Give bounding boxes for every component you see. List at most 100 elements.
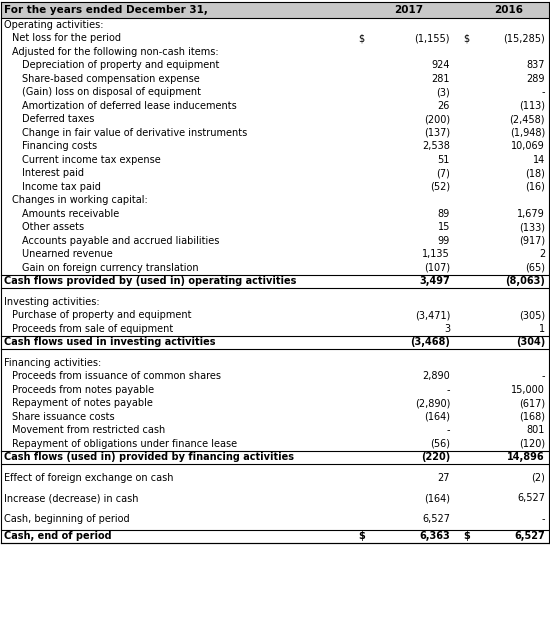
Bar: [1, 2, 549, 18]
Text: $: $: [358, 33, 364, 43]
Text: 1,135: 1,135: [422, 249, 450, 260]
Text: -: -: [542, 371, 545, 381]
Text: Amounts receivable: Amounts receivable: [22, 209, 119, 219]
Text: $: $: [463, 531, 470, 541]
Text: 51: 51: [438, 155, 450, 165]
Text: 27: 27: [437, 472, 450, 483]
Text: (113): (113): [519, 101, 545, 111]
Text: 924: 924: [432, 60, 450, 71]
Text: 2,538: 2,538: [422, 141, 450, 151]
Text: 3: 3: [444, 324, 450, 334]
Text: 99: 99: [438, 236, 450, 246]
Text: -: -: [542, 87, 545, 97]
Text: Income tax paid: Income tax paid: [22, 181, 101, 192]
Text: Movement from restricted cash: Movement from restricted cash: [12, 425, 165, 435]
Text: Proceeds from issuance of common shares: Proceeds from issuance of common shares: [12, 371, 221, 381]
Text: 89: 89: [438, 209, 450, 219]
Text: (917): (917): [519, 236, 545, 246]
Text: (Gain) loss on disposal of equipment: (Gain) loss on disposal of equipment: [22, 87, 201, 97]
Text: (3,471): (3,471): [415, 310, 450, 320]
Text: Financing activities:: Financing activities:: [4, 358, 101, 368]
Text: (56): (56): [430, 438, 450, 449]
Text: Depreciation of property and equipment: Depreciation of property and equipment: [22, 60, 219, 71]
Text: Other assets: Other assets: [22, 222, 84, 232]
Text: Changes in working capital:: Changes in working capital:: [12, 195, 148, 205]
Text: Financing costs: Financing costs: [22, 141, 97, 151]
Text: 837: 837: [526, 60, 545, 71]
Text: 3,497: 3,497: [419, 276, 450, 286]
Text: 2017: 2017: [394, 5, 424, 15]
Text: Repayment of notes payable: Repayment of notes payable: [12, 398, 153, 408]
Text: Share issuance costs: Share issuance costs: [12, 412, 114, 421]
Text: Operating activities:: Operating activities:: [4, 20, 103, 30]
Text: Repayment of obligations under finance lease: Repayment of obligations under finance l…: [12, 438, 237, 449]
Text: (120): (120): [519, 438, 545, 449]
Text: Amortization of deferred lease inducements: Amortization of deferred lease inducemen…: [22, 101, 236, 111]
Text: 801: 801: [527, 425, 545, 435]
Text: (3): (3): [436, 87, 450, 97]
Text: 26: 26: [438, 101, 450, 111]
Text: (107): (107): [424, 263, 450, 273]
Text: (15,285): (15,285): [503, 33, 545, 43]
Text: Accounts payable and accrued liabilities: Accounts payable and accrued liabilities: [22, 236, 219, 246]
Text: Gain on foreign currency translation: Gain on foreign currency translation: [22, 263, 199, 273]
Text: Interest paid: Interest paid: [22, 168, 84, 178]
Text: 2: 2: [539, 249, 545, 260]
Text: 1: 1: [539, 324, 545, 334]
Text: 1,679: 1,679: [517, 209, 545, 219]
Text: Proceeds from sale of equipment: Proceeds from sale of equipment: [12, 324, 173, 334]
Text: (18): (18): [525, 168, 545, 178]
Text: Current income tax expense: Current income tax expense: [22, 155, 161, 165]
Text: Cash flows provided by (used in) operating activities: Cash flows provided by (used in) operati…: [4, 276, 296, 286]
Text: (2,458): (2,458): [509, 114, 545, 124]
Text: $: $: [463, 33, 469, 43]
Text: -: -: [542, 513, 545, 524]
Text: Cash, end of period: Cash, end of period: [4, 531, 112, 541]
Text: Unearned revenue: Unearned revenue: [22, 249, 113, 260]
Text: Deferred taxes: Deferred taxes: [22, 114, 95, 124]
Text: 281: 281: [432, 74, 450, 84]
Text: Purchase of property and equipment: Purchase of property and equipment: [12, 310, 191, 320]
Text: 6,527: 6,527: [514, 531, 545, 541]
Text: (8,063): (8,063): [505, 276, 545, 286]
Text: Proceeds from notes payable: Proceeds from notes payable: [12, 385, 154, 395]
Text: (2): (2): [531, 472, 545, 483]
Text: (3,468): (3,468): [410, 337, 450, 347]
Text: -: -: [447, 425, 450, 435]
Text: 14: 14: [533, 155, 545, 165]
Text: (7): (7): [436, 168, 450, 178]
Text: Cash flows (used in) provided by financing activities: Cash flows (used in) provided by financi…: [4, 452, 294, 462]
Text: 15: 15: [438, 222, 450, 232]
Text: (2,890): (2,890): [415, 398, 450, 408]
Text: Net loss for the period: Net loss for the period: [12, 33, 121, 43]
Text: Effect of foreign exchange on cash: Effect of foreign exchange on cash: [4, 472, 173, 483]
Text: 6,363: 6,363: [419, 531, 450, 541]
Text: (164): (164): [424, 493, 450, 503]
Text: 6,527: 6,527: [517, 493, 545, 503]
Text: Investing activities:: Investing activities:: [4, 297, 100, 307]
Text: Cash flows used in investing activities: Cash flows used in investing activities: [4, 337, 216, 347]
Text: (168): (168): [519, 412, 545, 421]
Text: (164): (164): [424, 412, 450, 421]
Text: For the years ended December 31,: For the years ended December 31,: [4, 5, 208, 15]
Text: (133): (133): [519, 222, 545, 232]
Text: -: -: [447, 385, 450, 395]
Text: 289: 289: [526, 74, 545, 84]
Text: (65): (65): [525, 263, 545, 273]
Text: Cash, beginning of period: Cash, beginning of period: [4, 513, 130, 524]
Text: (200): (200): [424, 114, 450, 124]
Text: $: $: [358, 531, 365, 541]
Text: (137): (137): [424, 128, 450, 138]
Text: 14,896: 14,896: [507, 452, 545, 462]
Text: (305): (305): [519, 310, 545, 320]
Text: (1,948): (1,948): [510, 128, 545, 138]
Text: 10,069: 10,069: [512, 141, 545, 151]
Text: (16): (16): [525, 181, 545, 192]
Text: 2,890: 2,890: [422, 371, 450, 381]
Text: (617): (617): [519, 398, 545, 408]
Text: (220): (220): [421, 452, 450, 462]
Text: 6,527: 6,527: [422, 513, 450, 524]
Text: 15,000: 15,000: [511, 385, 545, 395]
Text: (1,155): (1,155): [415, 33, 450, 43]
Text: 2016: 2016: [494, 5, 524, 15]
